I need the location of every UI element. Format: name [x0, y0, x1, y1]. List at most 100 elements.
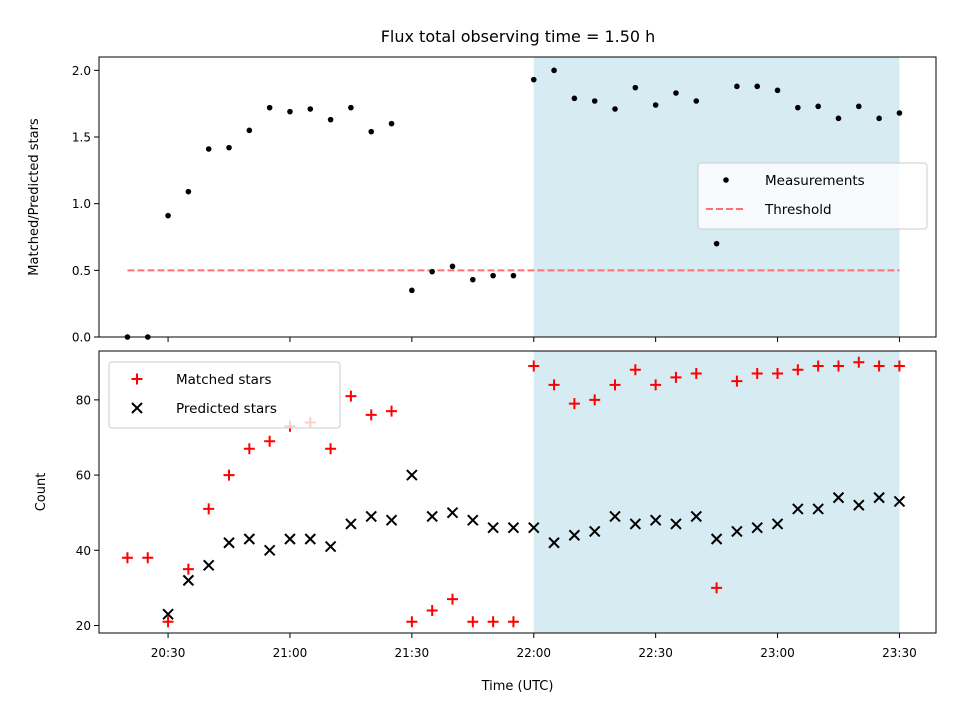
- predicted-stars-point: [751, 522, 763, 534]
- predicted-stars-point: [588, 525, 601, 538]
- legend-frame: [697, 162, 928, 230]
- measurement-point: [551, 67, 557, 74]
- measurement-point: [774, 87, 781, 94]
- matched-stars-point: [182, 563, 194, 575]
- top-panel: 0.00.51.01.52.0 Matched/Predicted stars …: [27, 56, 937, 345]
- measurement-point: [429, 268, 435, 275]
- y-tick-label: 2.0: [72, 64, 91, 78]
- predicted-stars-point: [284, 533, 296, 545]
- y-tick-label: 20: [76, 619, 91, 633]
- matched-stars-point: [162, 616, 174, 628]
- matched-stars-point: [589, 394, 601, 406]
- legend-marker-predicted: [131, 402, 143, 414]
- measurement-point: [470, 276, 476, 283]
- predicted-stars-point: [406, 469, 418, 481]
- measurement-point: [266, 104, 273, 111]
- measurement-point: [205, 146, 212, 152]
- predicted-stars-point: [893, 495, 906, 508]
- matched-stars-point: [121, 552, 133, 564]
- matched-stars-point: [772, 368, 784, 380]
- bottom-y-axis-label: Count: [34, 473, 49, 512]
- measurement-point: [287, 108, 293, 115]
- y-tick-label: 1.0: [72, 197, 91, 211]
- legend-label: Threshold: [764, 202, 832, 218]
- predicted-stars-point: [568, 529, 581, 541]
- measurement-point: [591, 98, 598, 104]
- bottom-plot-frame: [98, 350, 937, 634]
- matched-stars-point: [609, 379, 621, 391]
- matched-stars-point: [711, 582, 723, 594]
- predicted-stars-point: [467, 514, 479, 526]
- top-y-ticks: 0.0 0.5 1.0 1.5 2.0: [72, 64, 99, 345]
- x-tick-label: 23:00: [760, 646, 795, 660]
- measurement-point: [876, 115, 882, 122]
- matched-stars-point: [893, 360, 905, 372]
- predicted-stars-point: [223, 537, 235, 549]
- legend-marker-measurements: [723, 177, 729, 183]
- predicted-stars-point: [629, 518, 642, 530]
- matched-stars-point: [690, 368, 702, 380]
- predicted-stars-point: [385, 514, 398, 526]
- predicted-stars-point: [832, 491, 845, 504]
- measurement-point: [246, 127, 253, 134]
- matched-stars-point: [751, 368, 763, 380]
- x-tick-label: 21:00: [273, 646, 308, 660]
- predicted-stars-point: [792, 503, 804, 515]
- predicted-stars-point: [731, 525, 743, 538]
- matched-stars-point: [426, 604, 438, 616]
- bottom-y-ticks: 20 40 60 80: [76, 393, 99, 633]
- measurement-point: [368, 128, 375, 135]
- matched-stars-point: [568, 398, 580, 410]
- predicted-stars-point: [690, 510, 702, 523]
- predicted-stars-point: [670, 518, 682, 530]
- measurement-point: [632, 84, 639, 91]
- top-legend: Measurements Threshold: [697, 162, 928, 230]
- matched-stars-point: [507, 616, 519, 628]
- measurement-point: [754, 83, 761, 90]
- measurement-point: [734, 83, 740, 90]
- matched-stars-point: [731, 375, 743, 387]
- predicted-stars-point: [487, 522, 499, 534]
- x-tick-label: 23:30: [882, 646, 917, 660]
- predicted-stars-point: [812, 503, 824, 515]
- measurement-point: [612, 106, 618, 112]
- measurement-point: [795, 104, 801, 111]
- matched-stars-point: [386, 405, 398, 417]
- matched-stars-point: [670, 371, 682, 383]
- measurement-point: [185, 188, 192, 195]
- y-tick-label: 0.0: [72, 331, 91, 345]
- y-tick-label: 0.5: [72, 264, 91, 278]
- bottom-series-group: [121, 356, 906, 628]
- top-y-axis-label: Matched/Predicted stars: [27, 118, 42, 276]
- legend-label: Predicted stars: [176, 401, 277, 417]
- predicted-stars-point: [873, 491, 885, 504]
- matched-stars-point: [873, 360, 885, 372]
- legend-marker-matched: [131, 373, 143, 385]
- matched-stars-point: [548, 379, 560, 391]
- predicted-stars-point: [446, 506, 459, 519]
- matched-stars-point: [203, 503, 215, 515]
- predicted-stars-point: [304, 533, 316, 545]
- predicted-stars-point: [609, 510, 621, 523]
- matched-stars-point: [325, 443, 337, 455]
- matched-stars-point: [264, 435, 276, 447]
- predicted-stars-point: [345, 518, 357, 530]
- y-tick-label: 80: [76, 393, 91, 407]
- predicted-stars-point: [324, 540, 337, 553]
- predicted-stars-point: [710, 533, 723, 545]
- measurement-point: [348, 104, 354, 111]
- measurement-point: [449, 263, 456, 270]
- measurement-point: [490, 272, 496, 279]
- predicted-stars-point: [528, 522, 540, 534]
- measurement-point: [652, 102, 659, 108]
- predicted-stars-point: [649, 514, 662, 526]
- measurement-point: [530, 76, 537, 83]
- legend-label: Matched stars: [176, 372, 272, 388]
- measurement-point: [571, 95, 578, 102]
- x-tick-label: 21:30: [395, 646, 430, 660]
- bottom-x-ticks: 20:30 21:00 21:30 22:00 22:30 23:00 23:30: [151, 633, 917, 660]
- top-x-ticks: [167, 337, 900, 342]
- matched-stars-point: [365, 409, 377, 421]
- matched-stars-point: [792, 364, 804, 376]
